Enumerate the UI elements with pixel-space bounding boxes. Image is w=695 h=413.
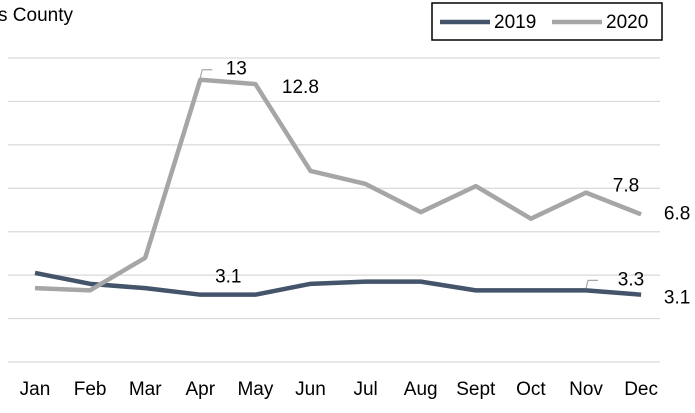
data-label: 3.1 [664,288,690,309]
x-tick-label: Jan [20,379,51,400]
series-line [34,77,642,293]
x-tick-label: Jul [353,379,377,400]
x-tick-label: Nov [569,379,603,400]
data-label: 12.8 [282,77,319,98]
data-label: 6.8 [664,203,690,224]
data-label: 7.8 [613,176,639,197]
x-tick-label: May [237,379,273,400]
x-tick-label: Aug [404,379,438,400]
x-tick-label: Oct [516,379,546,400]
series-line [34,270,642,297]
chart-title: s County [0,5,73,26]
legend: 2019 2020 [431,2,663,41]
x-tick-label: Dec [624,379,658,400]
data-label: 3.3 [618,269,644,290]
legend-label: 2020 [606,12,648,33]
x-tick-label: Sept [456,379,496,400]
x-tick-label: Feb [74,379,107,400]
x-tick-label: Jun [295,379,326,400]
leader-line [199,69,213,78]
x-tick-label: Apr [186,379,216,400]
x-tick-label: Mar [129,379,162,400]
data-label: 13 [226,59,247,80]
leader-line [585,279,598,289]
data-label: 3.1 [215,267,241,288]
legend-label: 2019 [494,12,536,33]
